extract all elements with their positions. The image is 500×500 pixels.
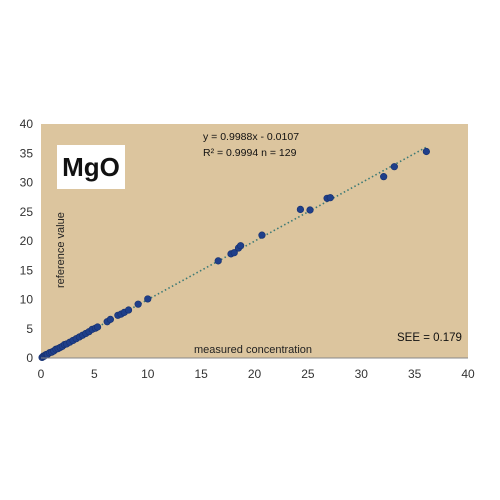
y-tick-labels: 0 5 10 15 20 25 30 35 40 xyxy=(20,117,34,365)
x-tick-label: 25 xyxy=(301,367,315,381)
x-tick-label: 35 xyxy=(408,367,422,381)
y-axis-title: reference value xyxy=(55,212,67,288)
x-tick-label: 0 xyxy=(38,367,45,381)
data-point xyxy=(306,206,314,214)
data-point xyxy=(258,231,266,239)
data-point xyxy=(144,295,152,303)
data-point xyxy=(214,257,222,265)
x-tick-label: 30 xyxy=(355,367,369,381)
x-tick-label: 10 xyxy=(141,367,155,381)
data-point xyxy=(124,306,133,314)
x-tick-label: 40 xyxy=(461,367,475,381)
x-tick-label: 20 xyxy=(248,367,262,381)
y-tick-label: 0 xyxy=(26,351,33,365)
y-tick-label: 35 xyxy=(20,146,34,160)
regression-equation: y = 0.9988x - 0.0107 xyxy=(203,131,299,143)
see-value: SEE = 0.179 xyxy=(397,332,462,344)
x-tick-label: 15 xyxy=(194,367,208,381)
data-point xyxy=(326,194,334,202)
data-point xyxy=(93,323,102,331)
r-squared-n: R² = 0.9994 n = 129 xyxy=(203,147,297,159)
data-point xyxy=(380,173,388,181)
x-tick-labels: 0 5 10 15 20 25 30 35 40 xyxy=(38,367,475,381)
data-point xyxy=(422,147,430,156)
data-point xyxy=(296,205,305,214)
y-tick-label: 10 xyxy=(20,293,34,307)
y-tick-label: 25 xyxy=(20,205,34,219)
data-point xyxy=(230,249,238,257)
y-tick-label: 20 xyxy=(20,234,34,248)
y-tick-label: 5 xyxy=(26,322,33,336)
x-tick-label: 5 xyxy=(91,367,98,381)
data-point xyxy=(106,315,114,323)
y-tick-label: 40 xyxy=(20,117,34,131)
data-point xyxy=(390,163,398,171)
title-badge: MgO xyxy=(57,145,125,189)
y-tick-label: 30 xyxy=(20,176,34,190)
data-point xyxy=(237,242,245,250)
data-point xyxy=(134,300,142,308)
y-tick-label: 15 xyxy=(20,263,34,277)
chart-title: MgO xyxy=(62,152,120,182)
x-axis-title: measured concentration xyxy=(194,344,312,356)
